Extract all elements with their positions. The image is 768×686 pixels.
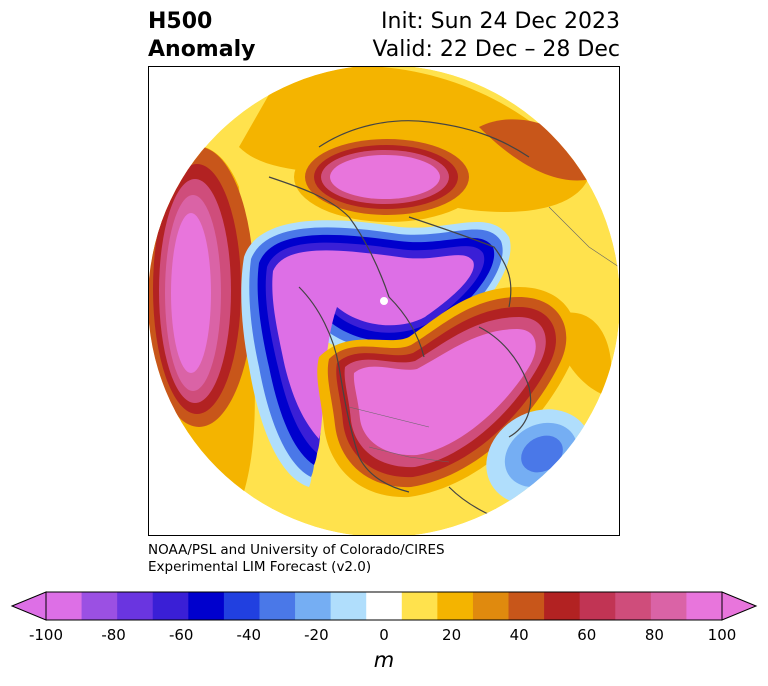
colorbar-swatch <box>188 592 225 620</box>
colorbar-border <box>45 591 723 621</box>
colorbar-tick-label: 0 <box>379 626 389 644</box>
colorbar-swatch <box>152 592 189 620</box>
credit-text: NOAA/PSL and University of Colorado/CIRE… <box>148 542 445 576</box>
colorbar-swatch <box>650 592 687 620</box>
credit-line-2: Experimental LIM Forecast (v2.0) <box>148 559 372 575</box>
colorbar-tick-label: -100 <box>28 626 64 644</box>
colorbar-tick-label: 80 <box>644 626 664 644</box>
colorbar-svg <box>10 591 758 621</box>
colorbar-swatch <box>544 592 581 620</box>
title-line-1: H500 <box>148 9 213 34</box>
map-title: H500 Anomaly <box>148 8 255 64</box>
title-line-2: Anomaly <box>148 37 256 62</box>
polar-anomaly-map <box>148 66 620 536</box>
coastlines <box>268 120 532 528</box>
colorbar-tick-label: 40 <box>509 626 529 644</box>
colorbar-tick-label: 100 <box>707 626 737 644</box>
colorbar-swatch <box>615 592 652 620</box>
colorbar-tick-label: -60 <box>168 626 194 644</box>
colorbar-swatch <box>330 592 367 620</box>
colorbar-tick-label: 60 <box>577 626 597 644</box>
anomaly-field <box>149 67 619 535</box>
colorbar-swatch <box>401 592 438 620</box>
credit-line-1: NOAA/PSL and University of Colorado/CIRE… <box>148 542 445 558</box>
colorbar-tick-label: -40 <box>236 626 262 644</box>
colorbar-swatch <box>472 592 510 620</box>
north-pole-marker <box>380 297 388 305</box>
colorbar-swatch <box>117 592 154 620</box>
colorbar-swatch <box>508 592 545 620</box>
forecast-dates: Init: Sun 24 Dec 2023 Valid: 22 Dec – 28… <box>372 8 620 64</box>
colorbar-tick-label: 20 <box>442 626 462 644</box>
colorbar-swatch <box>437 592 474 620</box>
valid-range: Valid: 22 Dec – 28 Dec <box>372 37 620 62</box>
colorbar-swatch <box>46 592 83 620</box>
colorbar-swatch <box>223 592 260 620</box>
colorbar-swatch <box>366 592 403 620</box>
map-canvas <box>149 67 619 535</box>
colorbar <box>10 590 758 622</box>
colorbar-tick-label: -20 <box>304 626 329 644</box>
colorbar-swatch <box>81 592 118 620</box>
colorbar-extend-min <box>10 591 47 621</box>
colorbar-unit: m <box>373 648 395 672</box>
colorbar-swatch <box>686 592 723 620</box>
colorbar-swatch <box>259 592 296 620</box>
colorbar-extend-max <box>721 591 758 621</box>
colorbar-swatch <box>579 592 616 620</box>
init-date: Init: Sun 24 Dec 2023 <box>381 9 620 34</box>
colorbar-swatch <box>295 592 332 620</box>
colorbar-tick-label: -80 <box>101 626 126 644</box>
